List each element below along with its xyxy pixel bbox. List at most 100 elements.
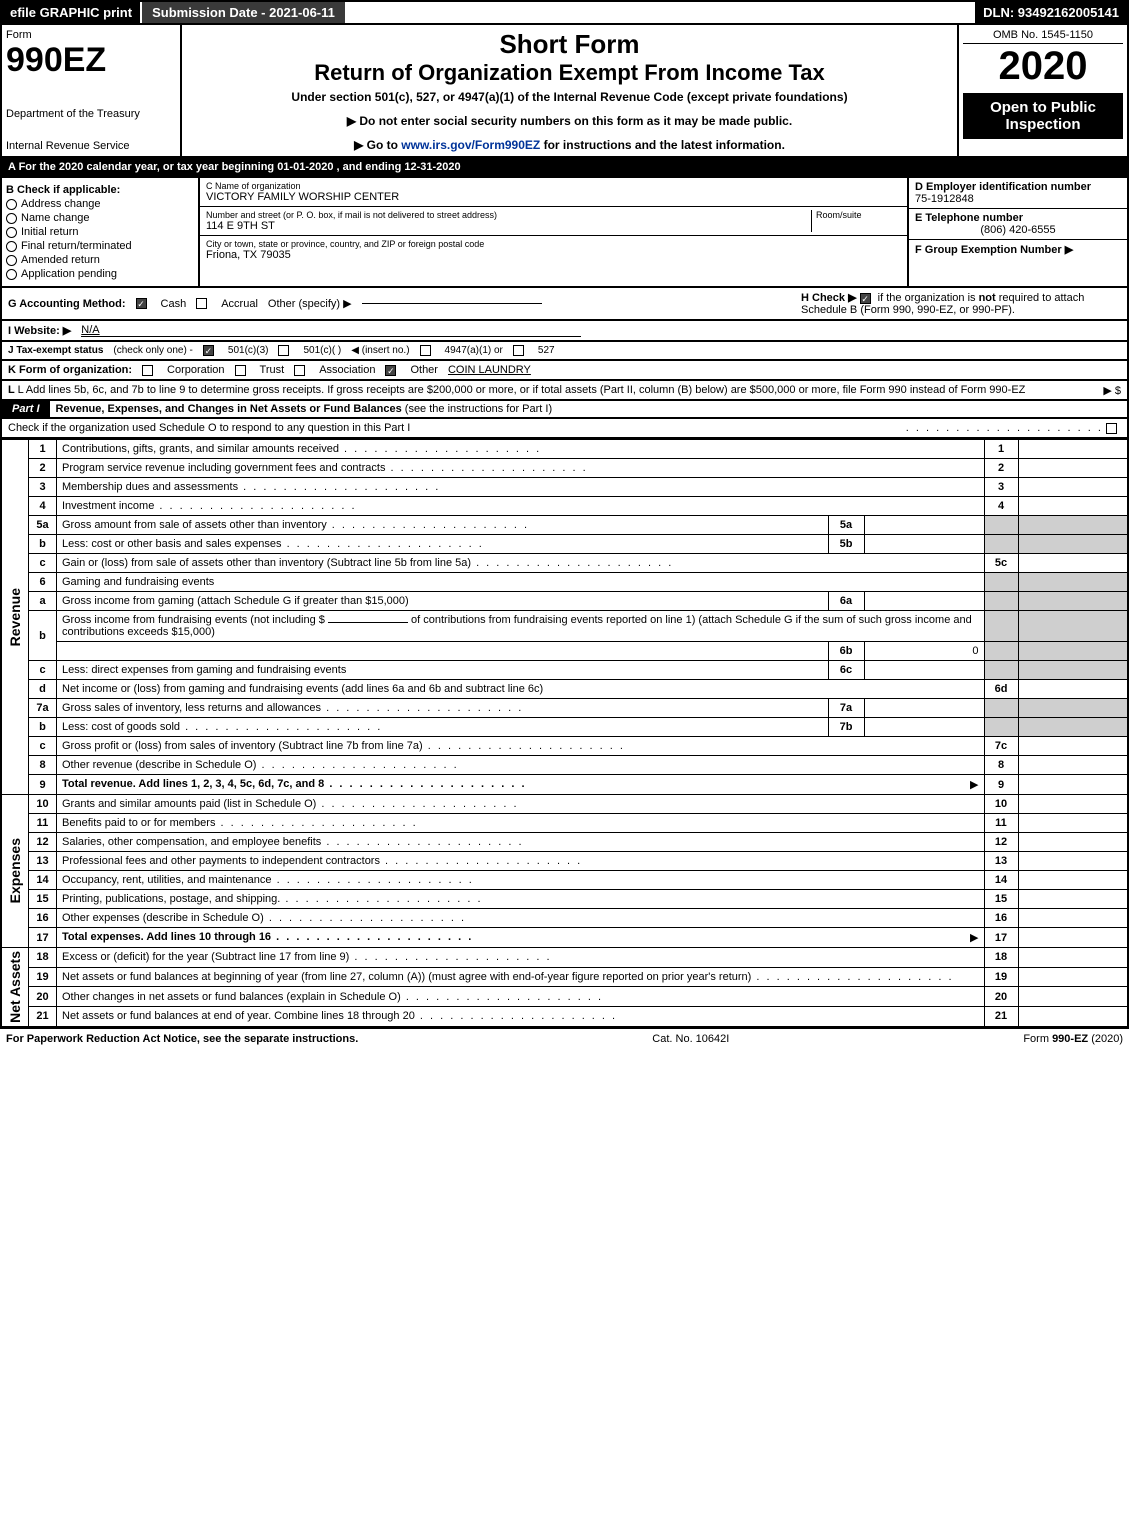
cb-name-change[interactable] [6,213,17,224]
line11-value[interactable] [1018,814,1128,833]
under-section: Under section 501(c), 527, or 4947(a)(1)… [186,90,953,104]
line-l: L L Add lines 5b, 6c, and 7b to line 9 t… [0,381,1129,401]
irs-label: Internal Revenue Service [6,140,176,152]
short-form-title: Short Form [186,29,953,60]
cb-final-return[interactable] [6,241,17,252]
line7b-value[interactable] [864,718,984,737]
e-phone-label: E Telephone number [915,212,1121,224]
line6a-value[interactable] [864,592,984,611]
part1-check-line: Check if the organization used Schedule … [0,419,1129,439]
revenue-side-label: Revenue [7,588,23,646]
line6c-value[interactable] [864,661,984,680]
cb-association[interactable] [294,365,305,376]
page-footer: For Paperwork Reduction Act Notice, see … [0,1028,1129,1049]
line13-value[interactable] [1018,852,1128,871]
line3-value[interactable] [1018,478,1128,497]
cb-application-pending[interactable] [6,269,17,280]
line19-value[interactable] [1018,967,1128,987]
omb-number: OMB No. 1545-1150 [963,29,1123,44]
cb-schedule-b[interactable]: ✓ [860,293,871,304]
line5c-value[interactable] [1018,554,1128,573]
g-label: G Accounting Method: [8,298,126,310]
line10-value[interactable] [1018,795,1128,814]
room-label: Room/suite [816,210,901,220]
line2-value[interactable] [1018,459,1128,478]
c-name-label: C Name of organization [206,181,901,191]
line15-value[interactable] [1018,890,1128,909]
phone-value: (806) 420-6555 [915,224,1121,236]
other-org-value: COIN LAUNDRY [448,364,531,376]
line18-value[interactable] [1018,948,1128,968]
submission-date: Submission Date - 2021-06-11 [140,2,345,23]
efile-label[interactable]: efile GRAPHIC print [2,2,140,23]
open-inspection: Open to Public Inspection [963,93,1123,139]
line1-value[interactable] [1018,440,1128,459]
footer-right: Form 990-EZ (2020) [1023,1033,1123,1045]
line14-value[interactable] [1018,871,1128,890]
org-name: VICTORY FAMILY WORSHIP CENTER [206,191,901,203]
line21-value[interactable] [1018,1007,1128,1027]
line-gh: G Accounting Method: ✓Cash Accrual Other… [0,288,1129,321]
return-title: Return of Organization Exempt From Incom… [186,60,953,86]
footer-cat: Cat. No. 10642I [652,1033,729,1045]
line17-value[interactable] [1018,928,1128,948]
line7c-value[interactable] [1018,737,1128,756]
lines-table: Revenue 1 Contributions, gifts, grants, … [0,439,1129,1028]
ein-value: 75-1912848 [915,193,1121,205]
line5b-value[interactable] [864,535,984,554]
j-label: J Tax-exempt status [8,345,103,356]
tax-year: 2020 [963,44,1123,89]
cb-501c3[interactable]: ✓ [203,345,214,356]
part1-header: Part I Revenue, Expenses, and Changes in… [0,401,1129,419]
cb-initial-return[interactable] [6,227,17,238]
line8-value[interactable] [1018,756,1128,775]
cb-501c[interactable] [278,345,289,356]
part1-title: Revenue, Expenses, and Changes in Net As… [56,403,402,415]
line16-value[interactable] [1018,909,1128,928]
website-value: N/A [81,324,99,336]
box-def: D Employer identification number 75-1912… [907,178,1127,286]
ssn-warning: ▶ Do not enter social security numbers o… [186,114,953,128]
entity-block: B Check if applicable: Address change Na… [0,178,1129,288]
i-label: I Website: ▶ [8,324,71,337]
cb-527[interactable] [513,345,524,356]
line-k: K Form of organization: Corporation Trus… [0,361,1129,381]
line5a-value[interactable] [864,516,984,535]
cb-address-change[interactable] [6,199,17,210]
cb-amended[interactable] [6,255,17,266]
other-method-input[interactable] [362,303,542,304]
box-b-title: B Check if applicable: [6,184,194,196]
f-group-label: F Group Exemption Number ▶ [915,243,1121,256]
dln-label: DLN: 93492162005141 [975,2,1127,23]
addr-label: Number and street (or P. O. box, if mail… [206,210,811,220]
city-value: Friona, TX 79035 [206,249,901,261]
line6b-contrib-input[interactable] [328,622,408,623]
cb-part1-schedule-o[interactable] [1106,423,1117,434]
line6d-value[interactable] [1018,680,1128,699]
cb-cash[interactable]: ✓ [136,298,147,309]
cb-other-org[interactable]: ✓ [385,365,396,376]
line-j: J Tax-exempt status (check only one) - ✓… [0,342,1129,361]
expenses-side-label: Expenses [7,838,23,903]
box-c: C Name of organization VICTORY FAMILY WO… [198,178,907,286]
cb-corporation[interactable] [142,365,153,376]
line6b-value[interactable]: 0 [864,642,984,661]
dept-treasury: Department of the Treasury [6,108,176,120]
h-label: H Check ▶ [801,292,857,304]
line4-value[interactable] [1018,497,1128,516]
cb-4947[interactable] [420,345,431,356]
cb-accrual[interactable] [196,298,207,309]
top-bar: efile GRAPHIC print Submission Date - 20… [0,0,1129,25]
irs-link[interactable]: www.irs.gov/Form990EZ [401,138,540,152]
line9-value[interactable] [1018,775,1128,795]
street-address: 114 E 9TH ST [206,220,811,232]
form-word: Form [6,29,176,41]
form-number: 990EZ [6,41,176,80]
line7a-value[interactable] [864,699,984,718]
period-line: A For the 2020 calendar year, or tax yea… [0,158,1129,178]
footer-left: For Paperwork Reduction Act Notice, see … [6,1033,358,1045]
line12-value[interactable] [1018,833,1128,852]
cb-trust[interactable] [235,365,246,376]
line20-value[interactable] [1018,987,1128,1007]
d-ein-label: D Employer identification number [915,181,1121,193]
